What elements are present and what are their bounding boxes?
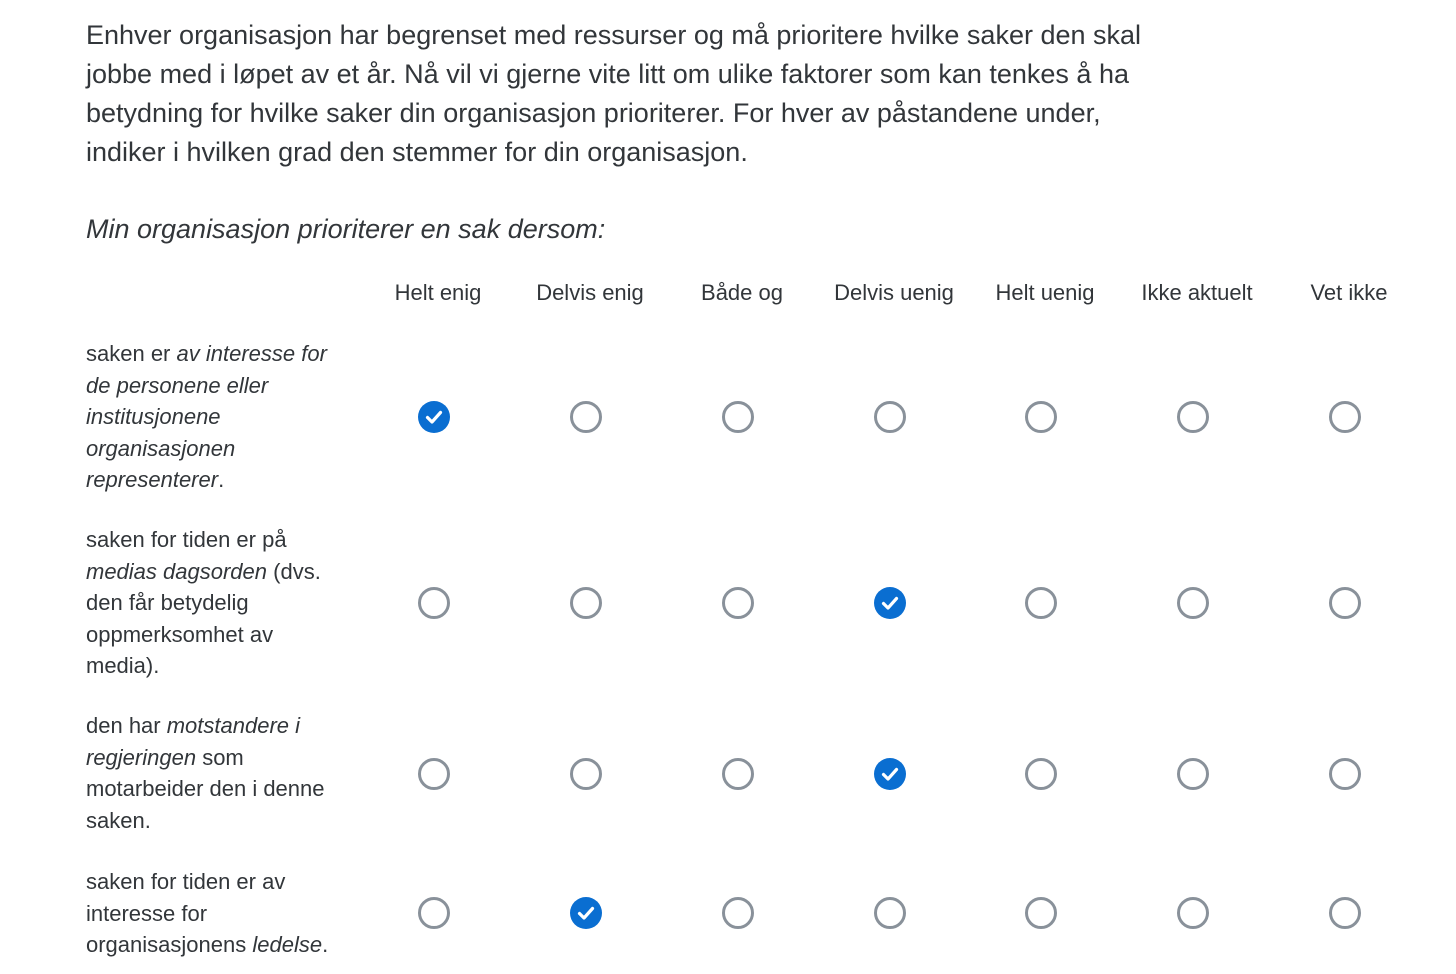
radio-button[interactable] [874, 897, 906, 929]
statement-text: (dvs. den får betydelig oppmerksomhet av… [86, 558, 321, 679]
intro-text: Enhver organisasjon har begrenset med re… [86, 20, 1142, 167]
checkmark-icon [881, 767, 899, 781]
radio-button[interactable] [1329, 897, 1361, 929]
radio-button[interactable] [570, 401, 602, 433]
radio-button[interactable] [722, 897, 754, 929]
statement-text: . [218, 467, 225, 492]
radio-button[interactable] [1329, 587, 1361, 619]
radio-button[interactable] [1177, 897, 1209, 929]
radio-button-selected[interactable] [418, 401, 450, 433]
question-subtitle: Min organisasjon prioriterer en sak ders… [86, 214, 606, 244]
radio-button[interactable] [722, 758, 754, 790]
radio-button[interactable] [570, 587, 602, 619]
statement-text: . [322, 932, 329, 957]
statement-emphasis: ledelse [252, 932, 323, 957]
statement-text: saken for tiden er på [86, 527, 287, 552]
column-header: Helt enig [394, 280, 482, 305]
radio-button[interactable] [1177, 758, 1209, 790]
radio-button[interactable] [1025, 587, 1057, 619]
statement-text: saken for tiden er av interesse for orga… [86, 869, 286, 957]
radio-button[interactable] [1025, 897, 1057, 929]
radio-button[interactable] [1177, 401, 1209, 433]
column-header: Ikke aktuelt [1141, 280, 1253, 305]
statement-emphasis: motstandere i regjeringen [86, 713, 301, 770]
statement-text: den har [86, 713, 167, 738]
statement-label: saken for tiden er av interesse for orga… [86, 866, 346, 961]
radio-button[interactable] [1025, 758, 1057, 790]
statement-emphasis: av interesse for de personene eller inst… [86, 341, 327, 492]
statement-label: saken for tiden er på medias dagsorden (… [86, 524, 346, 682]
statement-label: saken er av interesse for de personene e… [86, 338, 346, 496]
radio-button[interactable] [722, 401, 754, 433]
column-header: Helt uenig [995, 280, 1095, 305]
radio-button[interactable] [1329, 401, 1361, 433]
column-header: Delvis enig [536, 280, 644, 305]
radio-button-selected[interactable] [874, 587, 906, 619]
checkmark-icon [577, 906, 595, 920]
radio-button[interactable] [874, 401, 906, 433]
statement-text: som motarbeider den i denne saken. [86, 744, 325, 833]
statement-emphasis: medias dagsorden [86, 558, 268, 584]
radio-button-selected[interactable] [874, 758, 906, 790]
column-header: Vet ikke [1310, 280, 1388, 305]
column-header: Delvis uenig [834, 280, 954, 305]
radio-button[interactable] [1177, 587, 1209, 619]
radio-button[interactable] [418, 897, 450, 929]
checkmark-icon [425, 410, 443, 424]
radio-button[interactable] [1329, 758, 1361, 790]
statement-label: den har motstandere i regjeringen som mo… [86, 710, 346, 836]
checkmark-icon [881, 596, 899, 610]
radio-button[interactable] [418, 758, 450, 790]
radio-button[interactable] [570, 758, 602, 790]
statement-text: saken er [86, 341, 177, 366]
radio-button[interactable] [1025, 401, 1057, 433]
column-header: Både og [701, 280, 783, 305]
radio-button[interactable] [418, 587, 450, 619]
radio-button-selected[interactable] [570, 897, 602, 929]
radio-button[interactable] [722, 587, 754, 619]
